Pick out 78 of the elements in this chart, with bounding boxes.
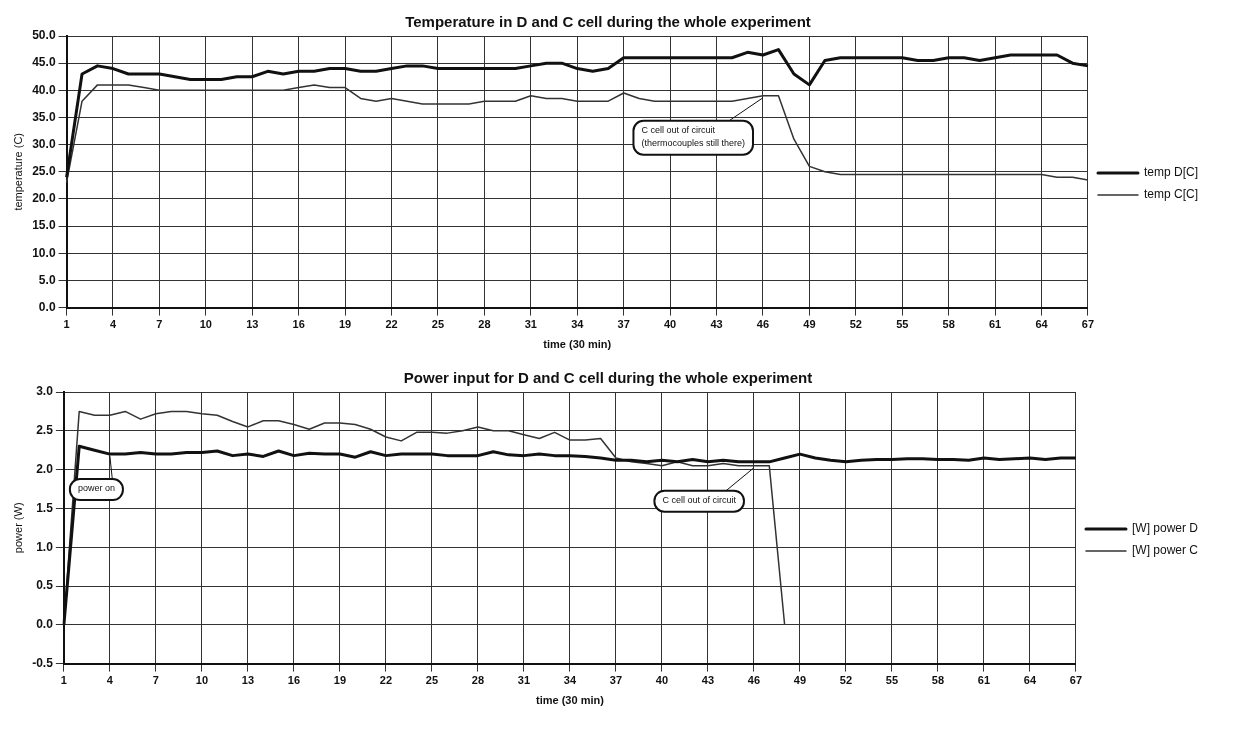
y-axis-title: temperature (C) (11, 132, 24, 211)
x-tick-label: 55 (885, 674, 899, 687)
x-tick-label: 22 (379, 674, 393, 687)
x-tick-label: 19 (339, 318, 352, 331)
x-tick-label: 46 (747, 674, 761, 687)
y-tick-label: 0.0 (36, 617, 54, 632)
x-tick-label: 4 (109, 318, 117, 331)
x-tick-label: 28 (471, 674, 485, 687)
x-tick-label: 1 (63, 318, 70, 331)
y-tick-label: 5.0 (38, 272, 56, 287)
x-tick-label: 61 (989, 318, 1002, 331)
x-tick-label: 46 (756, 318, 770, 331)
x-tick-label: 13 (241, 674, 255, 687)
x-axis-title: time (30 min) (536, 694, 605, 707)
x-tick-label: 4 (106, 674, 114, 687)
x-tick-label: 10 (199, 318, 212, 331)
chart-title: Power input for D and C cell during the whole experiment (403, 369, 813, 387)
x-tick-label: 37 (609, 674, 623, 687)
legend-label: [W] power D (1131, 521, 1199, 536)
x-tick-label: 25 (431, 318, 445, 331)
y-tick-label: 10.0 (32, 245, 56, 260)
x-tick-label: 25 (425, 674, 439, 687)
x-tick-label: 43 (710, 318, 723, 331)
y-tick-label: 20.0 (32, 191, 56, 206)
x-tick-label: 52 (849, 318, 862, 331)
y-tick-label: 2.0 (36, 461, 54, 476)
x-tick-label: 16 (287, 674, 301, 687)
y-tick-label: 15.0 (32, 218, 56, 233)
annotation: power on (77, 483, 115, 494)
y-tick-label: 50.0 (32, 28, 56, 43)
y-tick-label: 0.5 (36, 578, 54, 593)
x-tick-label: 19 (333, 674, 347, 687)
y-tick-label: 25.0 (32, 164, 56, 179)
x-tick-label: 61 (977, 674, 991, 687)
x-tick-label: 64 (1023, 674, 1037, 687)
x-tick-label: 49 (803, 318, 816, 331)
x-tick-label: 13 (246, 318, 259, 331)
legend-label: temp C[C] (1143, 187, 1198, 202)
y-tick-label: 0.0 (38, 299, 56, 314)
x-tick-label: 55 (896, 318, 909, 331)
x-tick-label: 40 (655, 674, 669, 687)
x-tick-label: 49 (793, 674, 807, 687)
x-tick-label: 40 (664, 318, 677, 331)
x-tick-label: 7 (152, 674, 159, 687)
x-tick-label: 67 (1081, 318, 1095, 331)
x-tick-label: 37 (617, 318, 630, 331)
y-tick-label: 3.0 (36, 384, 54, 399)
x-tick-label: 43 (701, 674, 715, 687)
y-tick-label: 35.0 (32, 109, 56, 124)
y-tick-label: 2.5 (36, 423, 54, 438)
y-axis-title: power (W) (11, 502, 24, 554)
y-tick-label: -0.5 (32, 655, 54, 670)
annotation: C cell out of circuit (662, 494, 737, 505)
x-tick-label: 31 (524, 318, 537, 331)
x-tick-label: 7 (156, 318, 163, 331)
annotation: C cell out of circuit (thermocouples still there) (641, 124, 745, 148)
x-tick-label: 34 (571, 318, 585, 331)
y-tick-label: 1.5 (36, 500, 54, 515)
legend-label: temp D[C] (1143, 165, 1198, 180)
y-tick-label: 30.0 (32, 136, 56, 151)
x-tick-label: 1 (60, 674, 67, 687)
x-axis-title: time (30 min) (543, 338, 612, 351)
x-tick-label: 67 (1069, 674, 1083, 687)
x-tick-label: 31 (517, 674, 531, 687)
legend-label: [W] power C (1131, 543, 1199, 558)
x-tick-label: 64 (1035, 318, 1049, 331)
x-tick-label: 16 (292, 318, 305, 331)
x-tick-label: 52 (839, 674, 853, 687)
y-tick-label: 40.0 (32, 82, 56, 97)
y-tick-label: 1.0 (36, 539, 54, 554)
x-tick-label: 10 (195, 674, 209, 687)
x-tick-label: 28 (478, 318, 491, 331)
y-tick-label: 45.0 (32, 55, 56, 70)
x-tick-label: 58 (942, 318, 955, 331)
x-tick-label: 34 (563, 674, 577, 687)
chart-title: Temperature in D and C cell during the whole experiment (405, 13, 811, 31)
x-tick-label: 58 (931, 674, 945, 687)
x-tick-label: 22 (385, 318, 398, 331)
